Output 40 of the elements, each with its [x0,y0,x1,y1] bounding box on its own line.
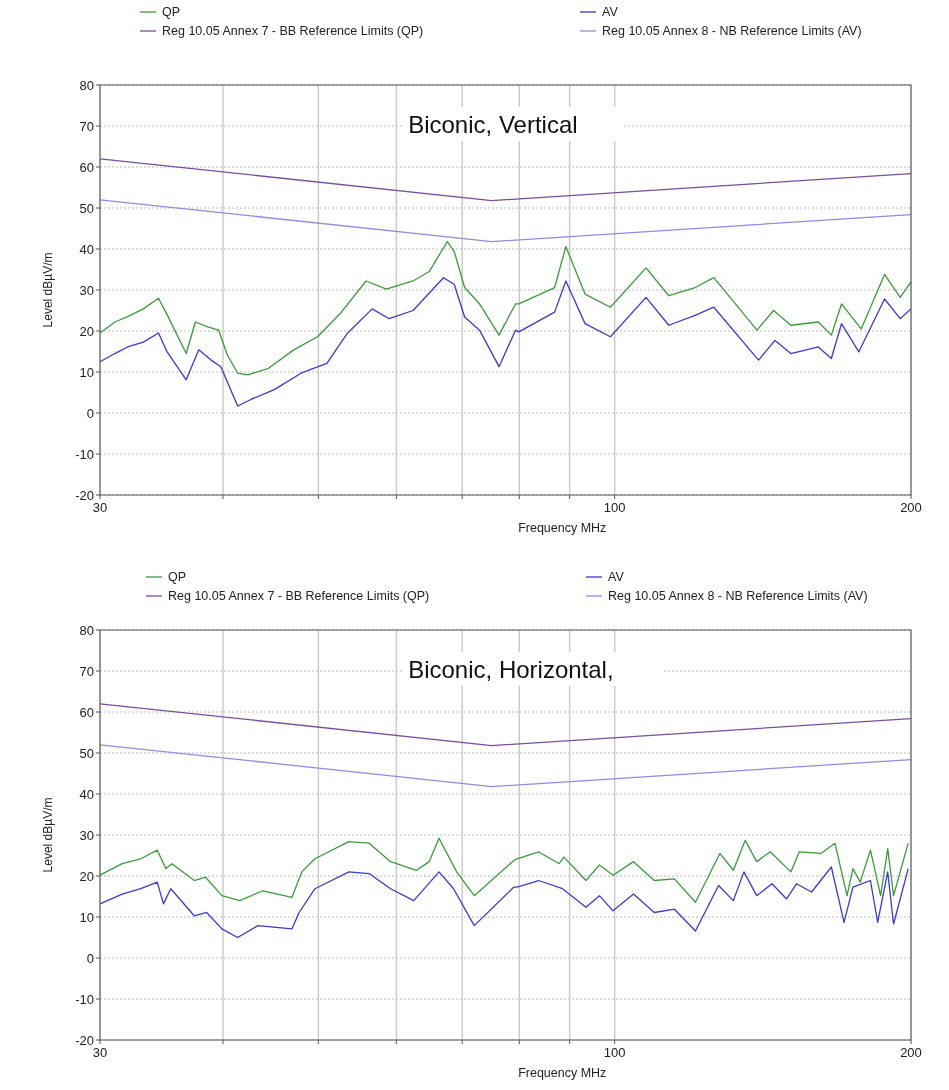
y-tick-label: -10 [75,991,94,1007]
y-tick-label: 0 [86,950,94,966]
y-tick-label: 20 [79,323,94,339]
text: Biconic, Vertical [408,111,578,138]
y-tick-label: -20 [75,1032,94,1048]
x-axis-title: Frequency MHz [518,1066,607,1080]
y-tick-label: 30 [79,827,94,843]
y-axis-title: Level dBµV/m [41,797,55,873]
y-tick-label: 40 [79,241,94,257]
x-tick-label: 200 [900,500,922,515]
legend-label: AV [602,5,619,19]
x-tick-label: 200 [900,1045,922,1060]
y-tick-label: 80 [79,77,94,93]
x-tick-label: 100 [603,500,626,515]
legend-label: Reg 10.05 Annex 7 - BB Reference Limits (QP) [168,589,430,603]
y-tick-label: 80 [79,622,94,638]
x-tick-label: 100 [603,1045,626,1060]
y-tick-label: 70 [79,118,94,134]
y-tick-label: 10 [79,909,94,925]
text: Biconic, Horizontal, [408,656,614,683]
y-tick-label: 70 [79,663,94,679]
y-axis-title: Level dBµV/m [41,252,55,328]
y-tick-label: -10 [75,446,94,462]
y-tick-label: -20 [75,487,94,503]
legend-label: Reg 10.05 Annex 7 - BB Reference Limits (QP) [162,24,424,38]
legend-label: Reg 10.05 Annex 8 - NB Reference Limits (AV) [608,589,868,603]
y-tick-label: 30 [79,282,94,298]
y-tick-label: 0 [86,405,94,421]
legend-label: Reg 10.05 Annex 8 - NB Reference Limits (AV) [602,24,862,38]
y-tick-label: 60 [79,159,94,175]
legend-label: QP [162,5,181,19]
x-axis-title: Frequency MHz [518,521,607,535]
y-tick-label: 60 [79,704,94,720]
y-tick-label: 40 [79,786,94,802]
legend-label: QP [168,570,187,584]
y-tick-label: 50 [79,745,94,761]
y-tick-label: 50 [79,200,94,216]
y-tick-label: 20 [79,868,94,884]
y-tick-label: 10 [79,364,94,380]
legend-label: AV [608,570,625,584]
